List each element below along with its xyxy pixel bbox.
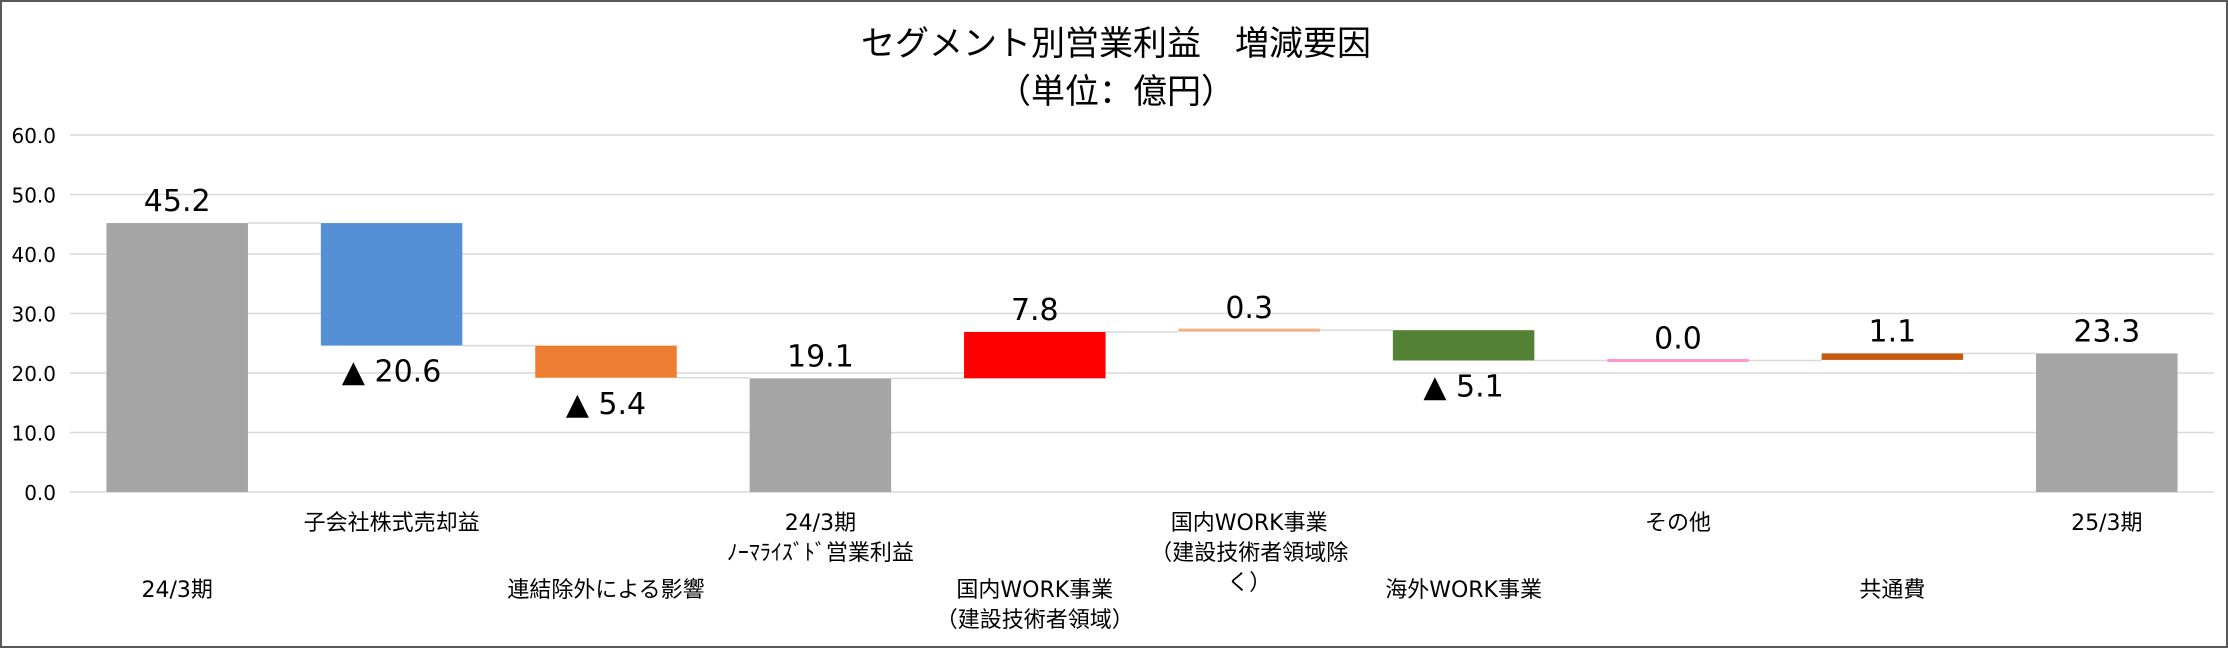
- category-label: （建設技術者領域除: [1150, 541, 1348, 566]
- delta-bar: [1392, 330, 1535, 361]
- category-label: 連結除外による影響: [507, 578, 704, 603]
- y-tick-label: 60.0: [11, 124, 56, 148]
- category-label: 24/3期: [785, 511, 856, 536]
- category-label: 24/3期: [141, 578, 212, 603]
- total-bar: [749, 378, 892, 492]
- data-label: ▲ 5.4: [566, 387, 646, 422]
- y-tick-label: 40.0: [11, 243, 56, 267]
- chart-subtitle: （単位：億円）: [997, 72, 1235, 112]
- category-label: 25/3期: [2071, 511, 2142, 536]
- total-bar: [2036, 353, 2178, 492]
- category-label: 国内WORK事業: [1171, 511, 1328, 536]
- category-label: （建設技術者領域）: [936, 608, 1134, 633]
- category-label: その他: [1645, 511, 1711, 536]
- delta-bar: [535, 345, 677, 378]
- delta-bar: [1821, 353, 1964, 360]
- category-label: 子会社株式売却益: [304, 511, 480, 536]
- category-label: く）: [1227, 571, 1271, 596]
- chart-title: セグメント別営業利益 増減要因: [861, 24, 1371, 64]
- y-tick-label: 20.0: [11, 362, 56, 386]
- data-label: 23.3: [2073, 314, 2140, 349]
- data-label: 19.1: [787, 339, 854, 374]
- data-label: 45.2: [144, 184, 211, 219]
- data-label: ▲ 5.1: [1423, 370, 1503, 405]
- category-label: 国内WORK事業: [956, 578, 1113, 603]
- category-label: 海外WORK事業: [1385, 578, 1542, 603]
- y-tick-label: 0.0: [24, 481, 56, 505]
- delta-bar: [964, 331, 1106, 379]
- delta-bar: [320, 223, 463, 346]
- total-bar: [106, 223, 248, 492]
- delta-bar: [1178, 328, 1320, 332]
- category-label: ﾉｰﾏﾗｲｽﾞﾄﾞ営業利益: [727, 541, 914, 566]
- data-label: ▲ 20.6: [342, 355, 441, 390]
- data-label: 0.3: [1225, 291, 1273, 326]
- category-label: 共通費: [1859, 578, 1925, 603]
- delta-bar: [1607, 359, 1749, 363]
- y-tick-label: 10.0: [11, 422, 56, 446]
- y-tick-label: 50.0: [11, 184, 56, 208]
- data-label: 7.8: [1011, 293, 1059, 328]
- data-label: 1.1: [1869, 314, 1917, 349]
- data-label: 0.0: [1654, 322, 1702, 357]
- y-tick-label: 30.0: [11, 303, 56, 327]
